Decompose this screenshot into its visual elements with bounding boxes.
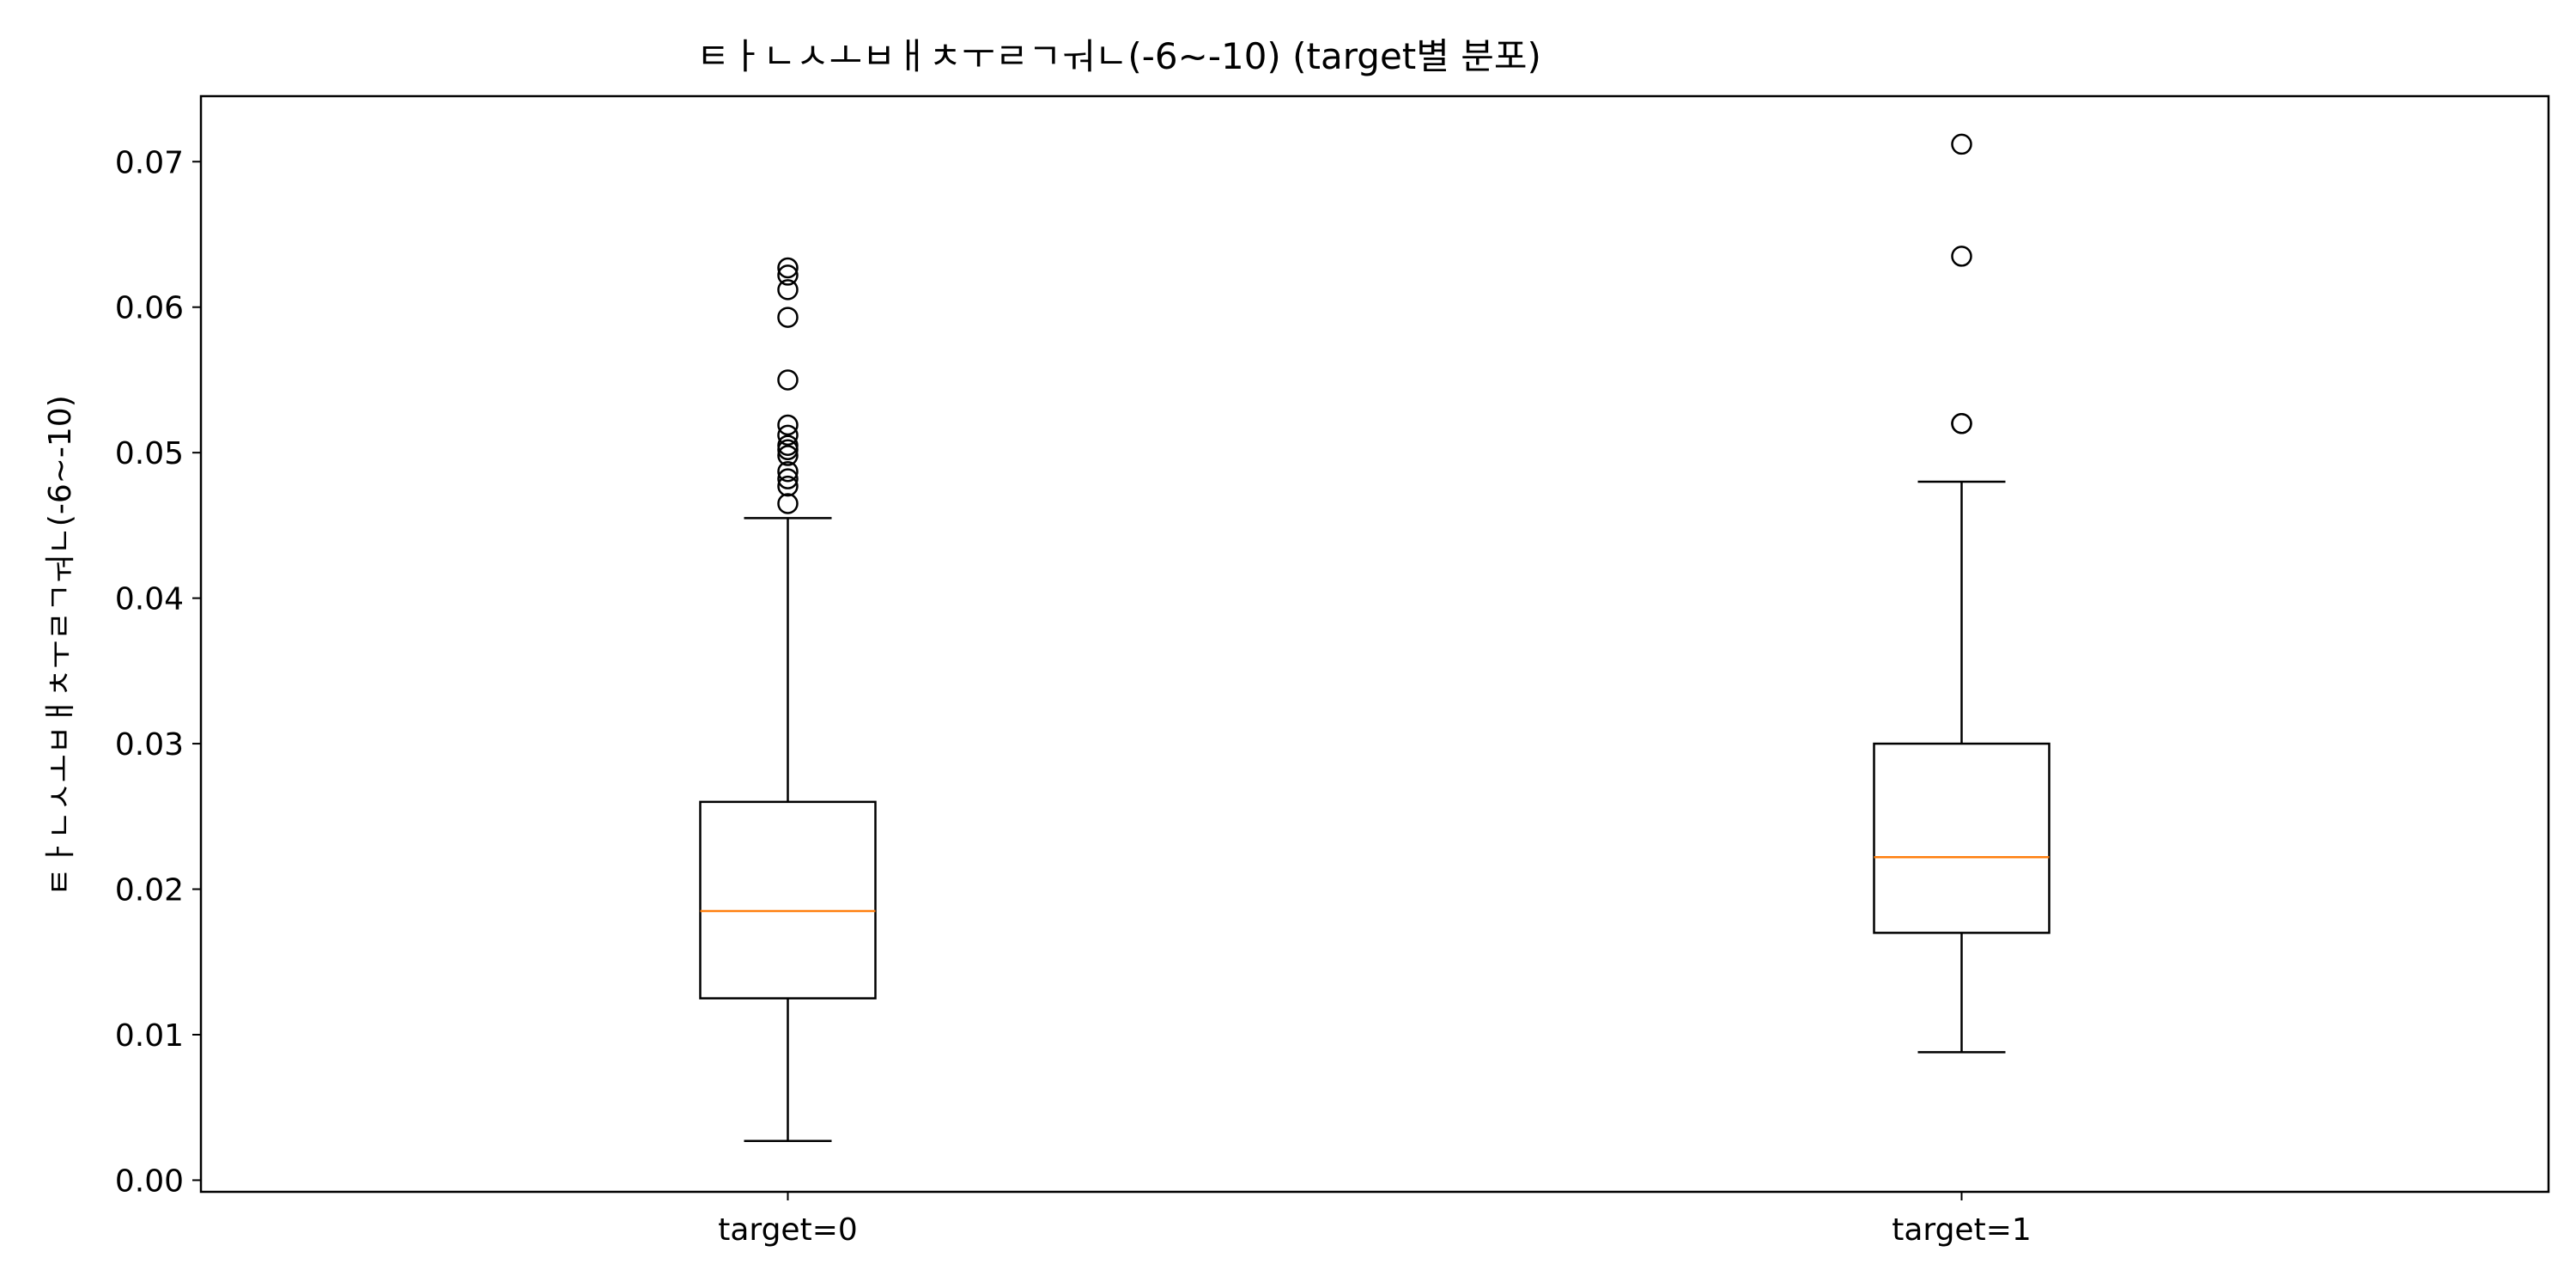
outlier-point — [777, 460, 799, 483]
box-iqr — [1873, 742, 2050, 934]
y-tick-label: 0.04 — [115, 582, 184, 617]
y-tick-label: 0.02 — [115, 873, 184, 908]
x-tick-label: target=1 — [1892, 1212, 2032, 1248]
y-axis-label: ㅌㅏㄴㅅㅗㅂㅐㅊㅜㄹㄱㅝㄴ(-6~-10) — [43, 395, 78, 896]
plot-area: 0.00 0.01 0.02 0.03 0.04 0.05 0.06 0.07 target=0… — [115, 94, 2550, 1248]
outlier-point — [777, 468, 799, 489]
box-iqr — [699, 800, 877, 999]
chart-title: ㅌㅏㄴㅅㅗㅂㅐㅊㅜㄹㄱㅝㄴ(-6~-10) (target별 분포) — [696, 35, 1541, 77]
outlier-point — [777, 414, 799, 436]
outlier-point — [1951, 133, 1972, 155]
plot-frame — [199, 94, 2550, 1194]
outlier-point — [1951, 413, 1972, 434]
outlier-point — [1951, 246, 1972, 267]
outlier-point — [777, 475, 799, 497]
outlier-point — [777, 439, 799, 461]
outlier-point — [777, 307, 799, 328]
y-tick-label: 0.03 — [115, 727, 184, 762]
outlier-point — [777, 424, 799, 447]
outlier-point — [777, 279, 799, 301]
y-tick-label: 0.06 — [115, 291, 184, 326]
x-tick-label: target=0 — [718, 1212, 858, 1248]
y-tick-label: 0.07 — [115, 145, 184, 180]
outlier-point — [777, 369, 799, 391]
outlier-point — [777, 493, 799, 514]
outlier-point — [777, 257, 799, 279]
outlier-point — [777, 445, 799, 466]
y-tick-label: 0.00 — [115, 1163, 184, 1199]
outlier-point — [777, 264, 799, 286]
y-tick-label: 0.01 — [115, 1018, 184, 1054]
y-tick-label: 0.05 — [115, 436, 184, 471]
